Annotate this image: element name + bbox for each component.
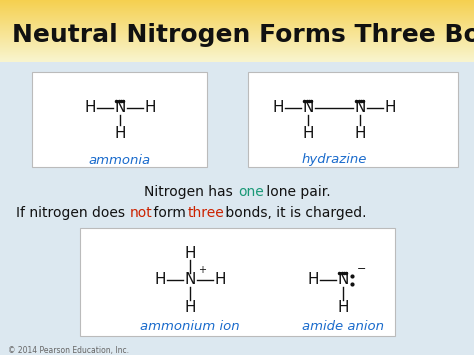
Text: H: H [184,246,196,261]
Text: H: H [84,100,96,115]
Text: H: H [154,273,166,288]
FancyBboxPatch shape [80,228,395,336]
Text: Neutral Nitrogen Forms Three Bonds: Neutral Nitrogen Forms Three Bonds [12,23,474,47]
Text: +: + [198,265,206,275]
Text: amide anion: amide anion [302,320,384,333]
Text: H: H [337,300,349,315]
Text: © 2014 Pearson Education, Inc.: © 2014 Pearson Education, Inc. [8,345,129,355]
Text: N: N [337,273,349,288]
Text: N: N [302,100,314,115]
Text: not: not [130,206,153,220]
Text: ammonium ion: ammonium ion [140,320,240,333]
Text: N: N [354,100,365,115]
Text: H: H [184,300,196,315]
Text: H: H [302,126,314,141]
FancyBboxPatch shape [32,72,207,167]
Text: H: H [114,126,126,141]
Text: bonds, it is charged.: bonds, it is charged. [221,206,366,220]
FancyBboxPatch shape [248,72,458,167]
Text: H: H [272,100,284,115]
Text: H: H [144,100,156,115]
Text: lone pair.: lone pair. [262,185,331,199]
Text: H: H [354,126,366,141]
Text: Nitrogen has: Nitrogen has [144,185,237,199]
Text: ammonia: ammonia [89,153,151,166]
Text: If nitrogen does: If nitrogen does [16,206,129,220]
Text: hydrazine: hydrazine [301,153,367,166]
Text: three: three [188,206,225,220]
Text: H: H [307,273,319,288]
Text: H: H [384,100,396,115]
Text: H: H [214,273,226,288]
Text: one: one [238,185,264,199]
Text: −: − [357,264,366,274]
Text: N: N [114,100,126,115]
Text: form: form [149,206,190,220]
Text: N: N [184,273,196,288]
